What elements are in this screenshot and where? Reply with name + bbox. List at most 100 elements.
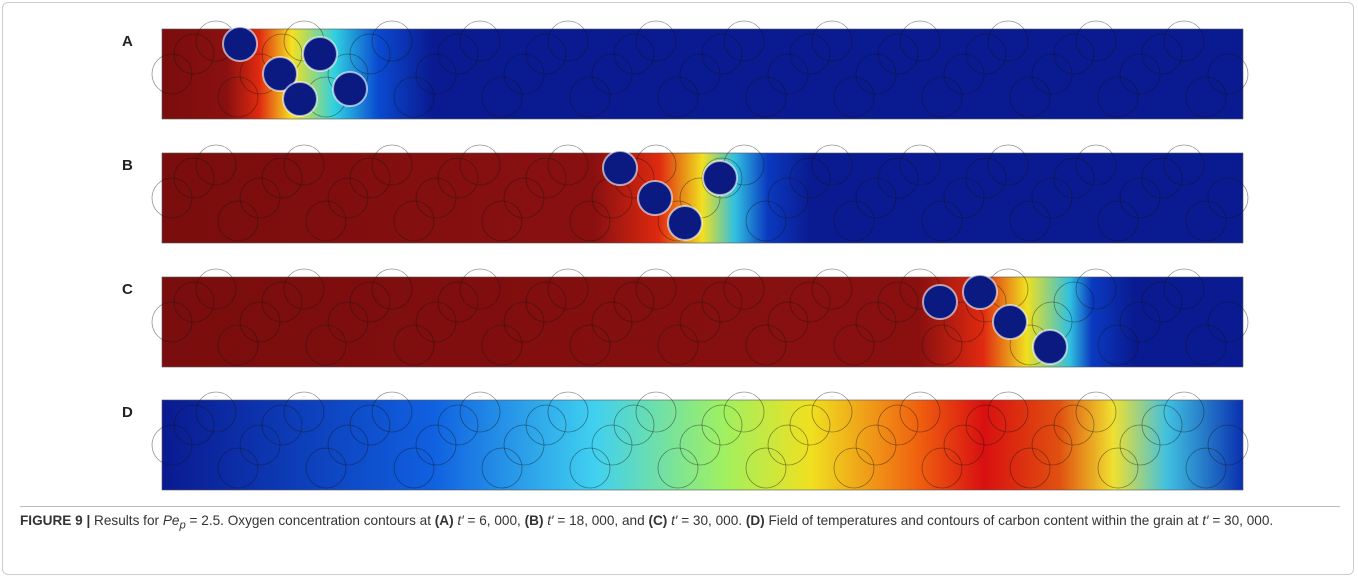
grain: [1163, 391, 1205, 433]
grain: [1185, 76, 1227, 118]
grain: [679, 424, 721, 466]
grain: [437, 281, 479, 323]
grain: [877, 404, 919, 446]
grain: [1185, 200, 1227, 242]
caption-part: t′: [667, 513, 678, 528]
grain: [1141, 157, 1183, 199]
grain: [1119, 53, 1161, 95]
grain: [195, 144, 237, 186]
grain: [1207, 424, 1249, 466]
grain: [393, 324, 435, 366]
grain: [657, 76, 699, 118]
grain: [767, 301, 809, 343]
grain: [239, 177, 281, 219]
grain: [1053, 157, 1095, 199]
caption-part: = 2.5. Oxygen concentration contours at: [185, 513, 435, 528]
grain: [1163, 144, 1205, 186]
grain: [261, 157, 303, 199]
grain: [833, 447, 875, 489]
grain: [1119, 424, 1161, 466]
grain: [305, 447, 347, 489]
grain: [415, 53, 457, 95]
grain: [877, 157, 919, 199]
grain: [569, 447, 611, 489]
caption: FIGURE 9 | Results for Pep = 2.5. Oxygen…: [20, 506, 1340, 538]
grain: [943, 177, 985, 219]
grain: [701, 33, 743, 75]
grain: [1031, 53, 1073, 95]
grain: [635, 268, 677, 310]
panel-label: C: [122, 281, 133, 298]
grain: [195, 391, 237, 433]
grain: [503, 177, 545, 219]
grain: [371, 268, 413, 310]
grain: [657, 324, 699, 366]
grain: [437, 33, 479, 75]
grain: [459, 20, 501, 62]
grain: [415, 424, 457, 466]
grain: [481, 447, 523, 489]
grain: [261, 281, 303, 323]
grain: [1097, 447, 1139, 489]
grain: [481, 324, 523, 366]
grain: [767, 424, 809, 466]
grain: [833, 324, 875, 366]
grain: [1075, 268, 1117, 310]
grain: [1207, 301, 1249, 343]
reacting-grain: [262, 56, 298, 92]
grain: [459, 391, 501, 433]
grain: [1075, 144, 1117, 186]
grain: [965, 33, 1007, 75]
grain: [987, 391, 1029, 433]
grain: [393, 200, 435, 242]
grain: [987, 20, 1029, 62]
grain: [327, 301, 369, 343]
grain: [789, 404, 831, 446]
grain: [1119, 301, 1161, 343]
grain: [745, 324, 787, 366]
grain: [767, 177, 809, 219]
figure: A B C D: [122, 20, 1249, 491]
grain: [173, 157, 215, 199]
grain: [1009, 200, 1051, 242]
grain: [217, 200, 259, 242]
reacting-grain: [962, 274, 998, 310]
grain: [635, 20, 677, 62]
grain: [1097, 76, 1139, 118]
grain: [789, 281, 831, 323]
reacting-grain: [332, 71, 368, 107]
grain: [437, 404, 479, 446]
grain: [811, 268, 853, 310]
grain: [855, 177, 897, 219]
grain: [525, 33, 567, 75]
grain: [547, 20, 589, 62]
grain: [459, 268, 501, 310]
grain: [217, 76, 259, 118]
grain: [965, 157, 1007, 199]
grain: [921, 76, 963, 118]
grain: [943, 53, 985, 95]
reacting-grain: [667, 205, 703, 241]
grain: [327, 177, 369, 219]
caption-part: (D): [745, 513, 765, 528]
grain: [1031, 177, 1073, 219]
grain: [899, 391, 941, 433]
grain: [591, 301, 633, 343]
grain: [217, 447, 259, 489]
grain: [173, 404, 215, 446]
grain: [371, 391, 413, 433]
grain: [371, 144, 413, 186]
grain: [547, 144, 589, 186]
field: [161, 276, 1244, 368]
grain: [1053, 281, 1095, 323]
grain: [1075, 391, 1117, 433]
grain: [349, 157, 391, 199]
grain: [173, 33, 215, 75]
grain: [811, 144, 853, 186]
caption-part: = 30, 000.: [677, 513, 746, 528]
grain: [547, 268, 589, 310]
caption-part: Pe: [162, 513, 180, 528]
reacting-grain: [602, 150, 638, 186]
caption-part: (A): [434, 513, 454, 528]
grain: [327, 424, 369, 466]
